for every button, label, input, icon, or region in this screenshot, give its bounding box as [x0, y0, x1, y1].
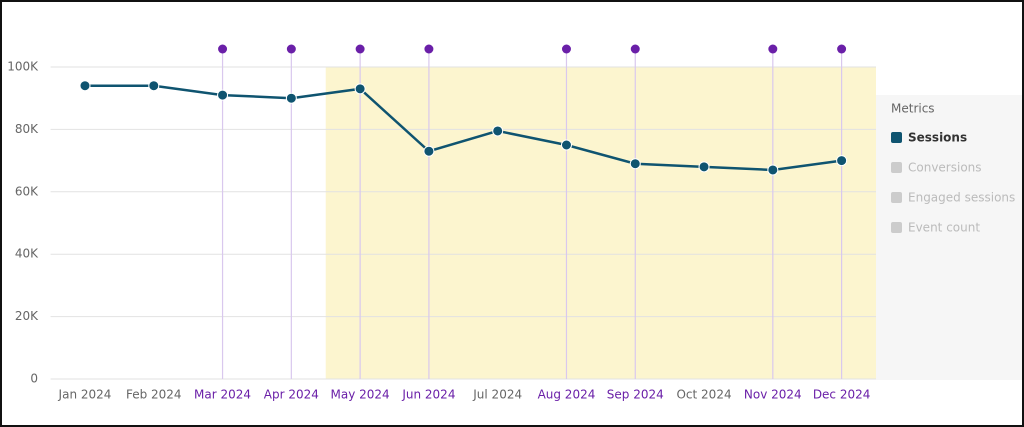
annotation-marker [424, 44, 434, 54]
legend-swatch [891, 162, 902, 173]
y-tick-label: 20K [15, 309, 39, 323]
y-tick-label: 80K [15, 122, 39, 136]
legend-swatch [891, 222, 902, 233]
data-point [354, 83, 366, 95]
x-tick-label: Jan 2024 [58, 388, 112, 402]
legend-label: Conversions [908, 161, 982, 175]
data-point [285, 92, 297, 104]
legend-title: Metrics [891, 102, 935, 116]
x-tick-label: Nov 2024 [744, 388, 802, 402]
annotation-marker [630, 44, 640, 54]
data-point [79, 80, 91, 92]
data-point [560, 139, 572, 151]
y-tick-label: 60K [15, 184, 39, 198]
annotation-marker [286, 44, 296, 54]
data-point [836, 155, 848, 167]
series-line [84, 84, 842, 172]
highlight-region [325, 67, 876, 379]
y-tick-label: 100K [7, 60, 39, 74]
annotation-marker [768, 44, 778, 54]
data-point [767, 164, 779, 176]
plot-area: 0 20K 40K 60K 80K 100K Jan 2024 Feb 2024 Mar 202… [7, 44, 876, 402]
annotation-marker [218, 44, 228, 54]
x-tick-label: Jul 2024 [472, 388, 522, 402]
data-point [629, 158, 641, 170]
legend-label: Engaged sessions [908, 191, 1015, 205]
legend-swatch [891, 192, 902, 203]
data-point [217, 89, 229, 101]
x-tick-label: Apr 2024 [264, 388, 319, 402]
x-tick-label: Aug 2024 [538, 388, 596, 402]
data-point [148, 80, 160, 92]
annotation-marker [561, 44, 571, 54]
x-tick-label: Feb 2024 [126, 388, 182, 402]
legend-label: Event count [908, 221, 980, 235]
legend-swatch [891, 132, 902, 143]
x-tick-label: Oct 2024 [676, 388, 731, 402]
y-tick-label: 40K [15, 247, 39, 261]
legend: Metrics Sessions Conversions Engaged sessi… [891, 102, 1015, 235]
x-tick-label: Mar 2024 [194, 388, 251, 402]
data-point [698, 161, 710, 173]
annotation-marker [355, 44, 365, 54]
data-point [492, 125, 504, 137]
x-tick-label: Jun 2024 [401, 388, 455, 402]
x-tick-label: May 2024 [331, 388, 390, 402]
x-tick-label: Sep 2024 [607, 388, 664, 402]
y-tick-label: 0 [30, 372, 38, 386]
data-point [423, 145, 435, 157]
x-tick-label: Dec 2024 [813, 388, 871, 402]
legend-label: Sessions [908, 131, 967, 145]
annotation-marker [837, 44, 847, 54]
